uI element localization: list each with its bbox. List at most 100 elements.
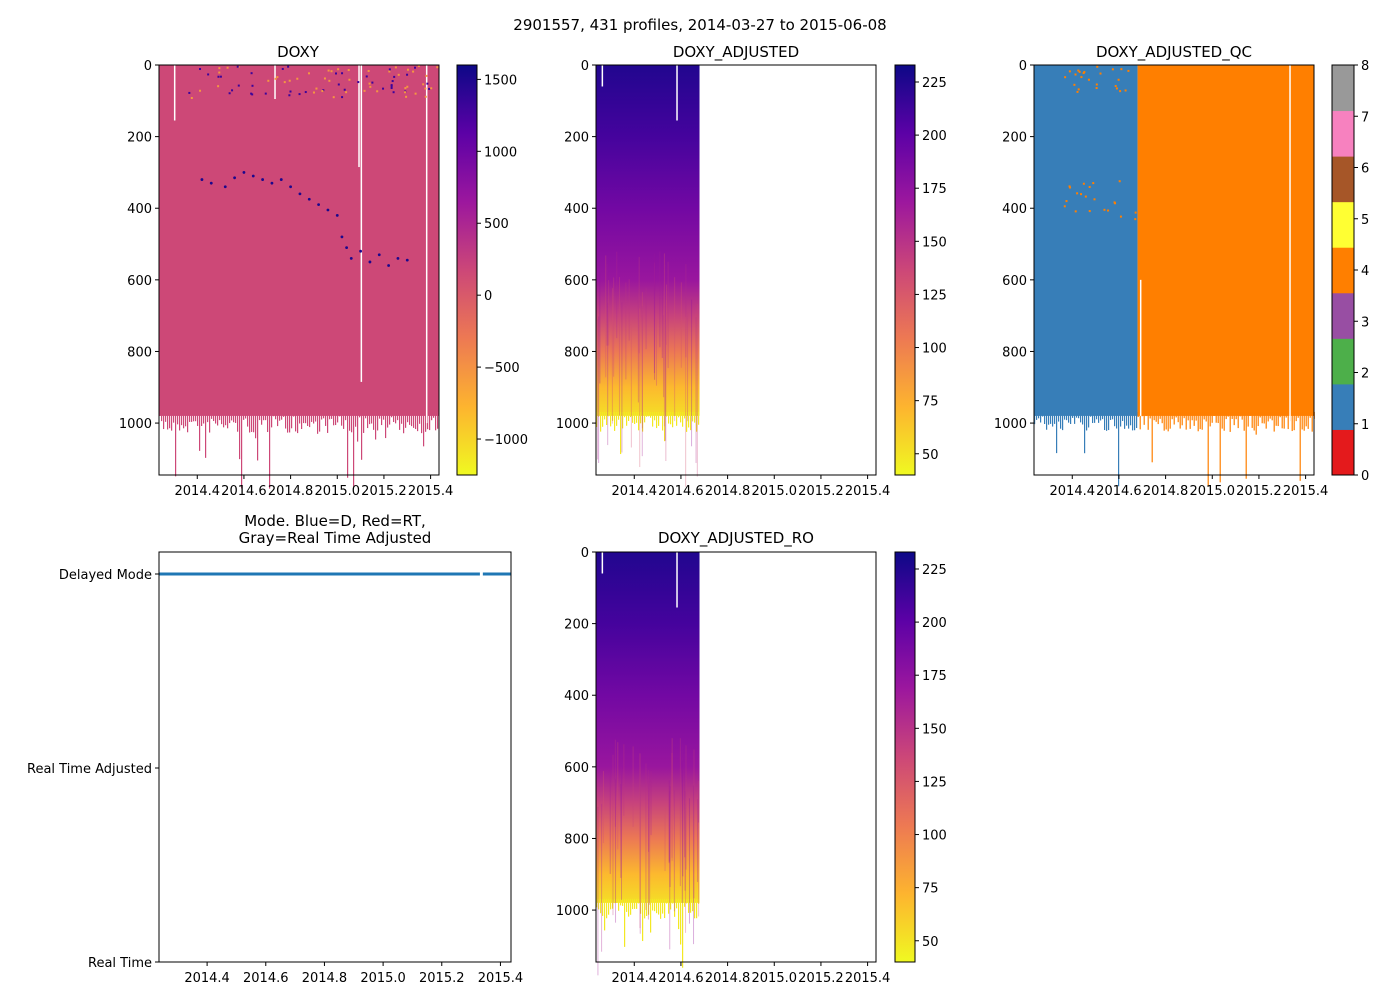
qc-profile-tail: [1205, 411, 1207, 422]
qc-colorbar-tick-label: 1: [1361, 418, 1369, 433]
doxy-adjusted-x-tick-label: 2015.4: [845, 484, 891, 499]
doxy-profile-tail: [401, 409, 403, 424]
doxy-adjusted-ro-x-tick-label: 2014.8: [705, 971, 751, 986]
qc-flag-4-point: [1073, 83, 1076, 86]
adj-streak: [685, 264, 687, 358]
qc-profile-tail: [1076, 411, 1078, 418]
qc-profile-tail: [1084, 411, 1086, 454]
doxy-adjusted-colorbar-tick-label: 100: [922, 342, 947, 357]
ro-profile-tail: [600, 898, 602, 914]
doxy-colorbar-tick-label: 1000: [484, 145, 517, 160]
doxy-profile-tail: [225, 409, 227, 426]
doxy-profile-tail: [237, 409, 239, 432]
doxy-surface-outlier: [425, 74, 428, 77]
doxy-profile-tail: [299, 409, 301, 424]
doxy-profile-tail: [161, 409, 163, 422]
adj-profile-tail: [632, 411, 634, 423]
doxy-outlier-point: [223, 185, 227, 189]
doxy-outlier-point: [251, 174, 255, 178]
doxy-profile-tail: [277, 409, 279, 427]
qc-profile-tail: [1048, 411, 1050, 425]
qc-profile-tail: [1311, 411, 1313, 432]
mode-y-tick-label-delayed-mode: Delayed Mode: [59, 568, 152, 583]
doxy-adjusted-qc-colorbar-ticks: 0 1 2 3 4 5 6 7 8: [1354, 59, 1369, 484]
doxy-surface-outlier: [341, 96, 344, 99]
adj-streak: [653, 262, 655, 374]
doxy-adjusted-colorbar-tick-label: 125: [922, 288, 947, 303]
mode-panel: Mode. Blue=D, Red=RT, Gray=Real Time Adj…: [27, 512, 523, 986]
qc-profile-tail: [1147, 411, 1149, 430]
doxy-adjusted-ro-colorbar-tick-label: 150: [922, 722, 947, 737]
qc-profile-tail: [1114, 411, 1116, 427]
adj-streak: [685, 316, 687, 487]
ro-profile-tail: [688, 898, 690, 913]
doxy-outlier-point: [307, 197, 311, 201]
qc-flag-4-point: [1080, 193, 1083, 196]
ro-streak: [623, 744, 625, 816]
qc-flag-4-point: [1064, 76, 1067, 79]
qc-profile-tail: [1305, 411, 1307, 427]
doxy-surface-outlier: [296, 77, 299, 80]
doxy-surface-outlier: [283, 81, 286, 84]
doxy-adjusted-ro-x-tick-label: 2015.4: [845, 971, 891, 986]
ro-streak: [673, 790, 675, 912]
qc-profile-tail: [1271, 411, 1273, 421]
qc-flag-4-point: [1095, 87, 1098, 90]
adj-missing-profile: [601, 65, 604, 87]
doxy-surface-outlier: [417, 65, 420, 68]
ro-profile-tail: [616, 898, 618, 903]
qc-profile-tail: [1187, 411, 1189, 421]
mode-x-tick-label: 2015.2: [419, 971, 465, 986]
qc-profile-tail: [1104, 411, 1106, 431]
qc-profile-tail: [1058, 411, 1060, 422]
qc-profile-tail: [1283, 411, 1285, 429]
doxy-adjusted-ro-y-tick-label: 0: [581, 546, 589, 561]
qc-profile-tail: [1279, 411, 1281, 418]
adj-profile-tail: [644, 411, 646, 423]
qc-profile-tail: [1291, 411, 1293, 432]
qc-profile-tail: [1171, 411, 1173, 420]
qc-profile-tail: [1275, 411, 1277, 426]
ro-streak: [632, 746, 634, 827]
mode-x-tick-label: 2015.4: [478, 971, 524, 986]
doxy-profile-tail: [421, 409, 423, 434]
doxy-x-tick-label: 2015.0: [315, 484, 361, 499]
adj-profile-tail: [626, 411, 628, 426]
doxy-profile-tail: [239, 409, 241, 460]
ro-streak: [639, 753, 641, 929]
doxy-colorbar-ticks: −1000 −500 0 500 1000 1500: [477, 73, 528, 448]
doxy-profile-tail: [403, 409, 405, 434]
doxy-adjusted-qc-x-tick-label: 2015.4: [1283, 484, 1329, 499]
qc-profile-tail: [1285, 411, 1287, 418]
doxy-profile-tail: [219, 409, 221, 421]
doxy-profile-tail: [367, 409, 369, 429]
doxy-profile-tail: [259, 409, 261, 421]
doxy-outlier-point: [209, 181, 213, 185]
ro-profile-tail: [690, 898, 692, 913]
qc-flag-4-point: [1099, 72, 1102, 75]
ro-streak: [698, 780, 700, 917]
doxy-profile-tail: [271, 409, 273, 428]
adj-streak: [663, 315, 665, 398]
qc-profile-tail: [1070, 411, 1072, 425]
adj-streak: [621, 302, 623, 453]
mode-x-tick-label: 2015.0: [360, 971, 406, 986]
qc-profile-tail: [1197, 411, 1199, 432]
qc-colorbar-swatch-6: [1332, 156, 1354, 203]
doxy-outlier-point: [396, 256, 400, 260]
doxy-profile-tail: [193, 409, 195, 422]
adj-profile-tail: [674, 411, 676, 417]
adj-streak: [625, 282, 627, 380]
doxy-profile-tail: [171, 409, 173, 431]
qc-profile-tail: [1080, 411, 1082, 423]
doxy-adjusted-frame: [595, 64, 877, 476]
doxy-profile-tail: [343, 409, 345, 429]
doxy-adjusted-qc-y-tick-label: 1000: [994, 417, 1027, 432]
qc-flag-4-point: [1096, 65, 1099, 68]
doxy-profile-tail: [353, 409, 355, 487]
ro-profile-tail: [662, 898, 664, 914]
doxy-adjusted-qc-y-tick-label: 800: [1002, 345, 1027, 360]
qc-profile-tail: [1203, 411, 1205, 420]
qc-colorbar-swatch-8: [1332, 65, 1354, 112]
